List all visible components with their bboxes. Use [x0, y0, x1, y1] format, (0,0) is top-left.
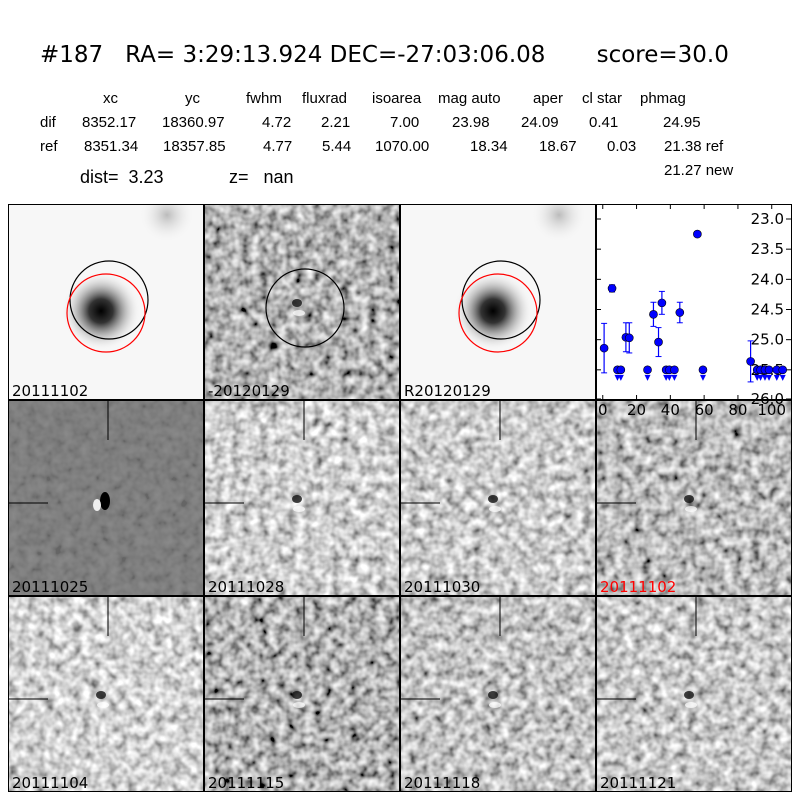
table-cell: 8351.34: [84, 138, 139, 155]
row-label: ref: [40, 138, 58, 155]
data-point: [599, 343, 609, 353]
data-point: [654, 337, 663, 347]
stamp-label: 20111118: [404, 774, 481, 792]
stamp-label: 20111028: [208, 578, 285, 596]
x-tick-label: 80: [728, 401, 747, 419]
stamp-label: 20111115: [208, 774, 285, 792]
data-point: [624, 333, 634, 343]
x-tick-label: 20: [627, 401, 646, 419]
black-circle: [265, 268, 345, 348]
upper-limit-arrow: [766, 374, 773, 381]
upper-limit-point: [643, 365, 652, 375]
phmag-new: 21.27 new: [664, 162, 734, 179]
table-cell: 24.95: [663, 114, 701, 131]
data-point: [693, 229, 702, 239]
x-tick-label: 40: [661, 401, 680, 419]
table-cell: 0.41: [589, 114, 619, 131]
table-cell: 18360.97: [162, 114, 225, 131]
upper-limit-arrow: [666, 374, 673, 381]
data-point: [746, 357, 755, 366]
column-header: phmag: [640, 90, 686, 107]
row-label: dif: [40, 114, 56, 131]
stamp-20111030: 20111030: [400, 400, 596, 596]
stamp-20111102: 20111102: [8, 204, 204, 400]
upper-limit-arrow: [761, 374, 768, 381]
red-circle: [458, 273, 538, 353]
column-header: isoarea: [372, 90, 422, 107]
upper-limit-arrow: [757, 374, 764, 381]
page-title: #187 RA= 3:29:13.924 DEC=-27:03:06.08 sc…: [40, 42, 729, 68]
x-tick-label: 100: [757, 401, 786, 419]
stamp-R20120129: R20120129: [400, 204, 596, 400]
upper-limit-arrow: [671, 374, 678, 381]
upper-limit-point: [670, 365, 679, 375]
red-circle: [66, 273, 146, 353]
black-circle: [461, 260, 541, 340]
x-tick-label: 60: [695, 401, 714, 419]
table-cell: 24.09: [521, 114, 559, 131]
data-point: [607, 284, 617, 293]
y-tick-label: 25.0: [751, 331, 784, 349]
upper-limit-point: [616, 365, 626, 375]
x-tick-label: 0: [598, 401, 608, 419]
data-point: [649, 310, 658, 319]
table-cell: 4.77: [263, 138, 293, 155]
column-header: fwhm: [246, 90, 282, 107]
upper-limit-point: [764, 365, 774, 375]
stamp-label: 20111121: [600, 774, 677, 792]
black-circle: [69, 260, 149, 340]
stamp-20111118: 20111118: [400, 596, 596, 792]
table-cell: 18.34: [470, 138, 508, 155]
data-point: [675, 308, 685, 317]
z-value: z= nan: [229, 167, 294, 187]
stamp-20111115: 20111115: [204, 596, 400, 792]
column-header: cl star: [582, 90, 623, 107]
stamp-label: 20111102: [600, 578, 677, 596]
table-cell: 1070.00: [375, 138, 430, 155]
stamp-label: 20111102: [12, 382, 89, 400]
table-cell: 2.21: [321, 114, 351, 131]
y-tick-label: 24.0: [751, 270, 784, 288]
stamp-20111121: 20111121: [596, 596, 792, 792]
column-header: xc: [103, 90, 118, 107]
upper-limit-arrow: [773, 374, 780, 381]
stamp-label: 20111030: [404, 578, 481, 596]
y-tick-label: 24.5: [751, 301, 784, 319]
data-point: [657, 298, 667, 308]
dist-value: dist= 3.23: [80, 167, 164, 187]
y-tick-label: 23.5: [751, 240, 784, 258]
upper-limit-arrow: [644, 374, 651, 381]
table-cell: 7.00: [390, 114, 420, 131]
upper-limit-arrow: [617, 374, 624, 381]
column-header: mag auto: [438, 90, 501, 107]
table-cell: 23.98: [452, 114, 490, 131]
upper-limit-point: [698, 365, 708, 375]
column-header: yc: [185, 90, 200, 107]
column-header: fluxrad: [302, 90, 348, 107]
stamp-label: 20111104: [12, 774, 89, 792]
upper-limit-point: [778, 365, 788, 375]
column-header: aper: [533, 90, 564, 107]
stamp-20111025: 20111025: [8, 400, 204, 596]
table-cell: 4.72: [262, 114, 292, 131]
y-tick-label: 26.0: [751, 390, 784, 408]
stamp--20120129: -20120129: [204, 204, 400, 400]
stamp-label: -20120129: [208, 382, 290, 400]
stamp-20111028: 20111028: [204, 400, 400, 596]
y-tick-label: 23.0: [751, 210, 784, 228]
table-cell: 8352.17: [82, 114, 137, 131]
table-cell: 0.03: [607, 138, 637, 155]
table-cell: 18.67: [539, 138, 577, 155]
upper-limit-arrow: [779, 374, 786, 381]
stamp-label: R20120129: [404, 382, 491, 400]
stamp-20111104: 20111104: [8, 596, 204, 792]
table-cell: 21.38 ref: [664, 138, 724, 155]
table-cell: 18357.85: [163, 138, 226, 155]
stamp-20111102: 20111102: [596, 400, 792, 596]
stamp-label: 20111025: [12, 578, 89, 596]
table-cell: 5.44: [322, 138, 352, 155]
upper-limit-arrow: [699, 374, 706, 381]
